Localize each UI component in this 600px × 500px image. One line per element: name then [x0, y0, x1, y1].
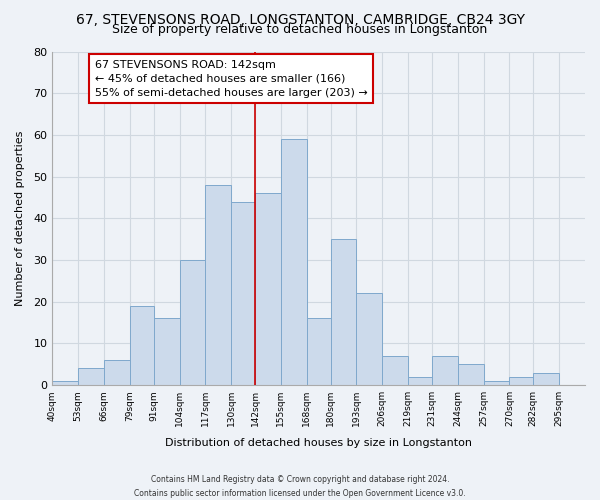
Bar [509, 377, 533, 385]
Bar [52, 381, 78, 385]
Bar [255, 194, 281, 385]
Text: Size of property relative to detached houses in Longstanton: Size of property relative to detached ho… [112, 22, 488, 36]
Bar [179, 260, 205, 385]
Bar [533, 372, 559, 385]
Text: Contains HM Land Registry data © Crown copyright and database right 2024.
Contai: Contains HM Land Registry data © Crown c… [134, 476, 466, 498]
Bar [382, 356, 408, 385]
Bar [281, 139, 307, 385]
Bar [484, 381, 509, 385]
Bar [205, 185, 231, 385]
Bar [432, 356, 458, 385]
Bar [78, 368, 104, 385]
Bar [331, 239, 356, 385]
X-axis label: Distribution of detached houses by size in Longstanton: Distribution of detached houses by size … [165, 438, 472, 448]
Bar [104, 360, 130, 385]
Bar [408, 377, 432, 385]
Text: 67 STEVENSONS ROAD: 142sqm
← 45% of detached houses are smaller (166)
55% of sem: 67 STEVENSONS ROAD: 142sqm ← 45% of deta… [95, 60, 368, 98]
Bar [307, 318, 331, 385]
Text: 67, STEVENSONS ROAD, LONGSTANTON, CAMBRIDGE, CB24 3GY: 67, STEVENSONS ROAD, LONGSTANTON, CAMBRI… [76, 12, 524, 26]
Bar [458, 364, 484, 385]
Bar [231, 202, 255, 385]
Bar [130, 306, 154, 385]
Bar [356, 294, 382, 385]
Y-axis label: Number of detached properties: Number of detached properties [15, 130, 25, 306]
Bar [154, 318, 179, 385]
